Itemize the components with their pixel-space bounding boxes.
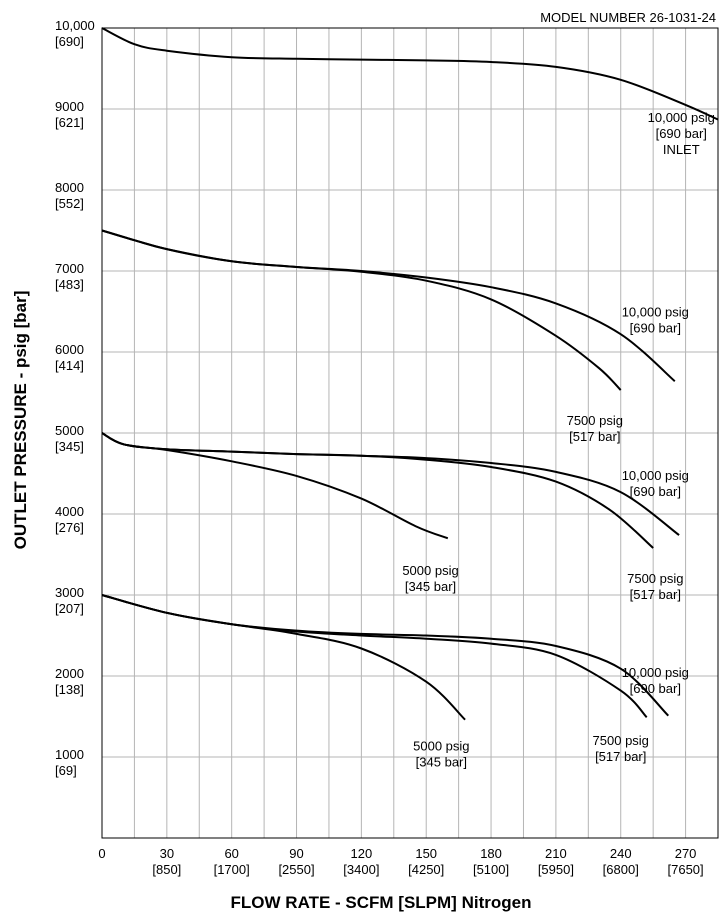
x-tick-sublabel: [7650]	[668, 862, 704, 877]
x-tick-label: 120	[351, 846, 373, 861]
y-tick-label: 8000	[55, 180, 84, 195]
annotation-line: 10,000 psig	[622, 665, 689, 680]
annotation-line: 5000 psig	[413, 739, 469, 754]
x-tick-sublabel: [6800]	[603, 862, 639, 877]
series-line-set-5000-inlet-7500	[101, 432, 654, 549]
annotation-inlet-10000-top: 10,000 psig[690 bar]INLET	[648, 110, 715, 157]
annotation-inlet-5000-b4: 5000 psig[345 bar]	[413, 739, 469, 770]
annotation-line: 7500 psig	[593, 733, 649, 748]
tick-labels: 0 30[850] 60[1700] 90[2550] 120[3400] 150[425…	[55, 18, 704, 877]
annotation-line: INLET	[663, 142, 700, 157]
annotation-inlet-7500-b4: 7500 psig[517 bar]	[593, 733, 649, 764]
annotation-inlet-10000-b3: 10,000 psig[690 bar]	[622, 468, 689, 499]
x-tick-label: 0	[98, 846, 105, 861]
annotation-line: [517 bar]	[595, 749, 646, 764]
series-line-set-7500-inlet-7500	[101, 229, 622, 391]
y-tick-label: 6000	[55, 342, 84, 357]
y-tick-label: 5000	[55, 423, 84, 438]
series-line-set-3000-inlet-5000	[101, 594, 466, 721]
series-line-set-3000-inlet-7500	[101, 594, 648, 718]
y-tick-sublabel: [138]	[55, 682, 84, 697]
annotation-line: [690 bar]	[630, 320, 681, 335]
annotation-inlet-5000-b3: 5000 psig[345 bar]	[402, 563, 458, 594]
annotation-line: 10,000 psig	[622, 304, 689, 319]
annotation-line: [345 bar]	[405, 579, 456, 594]
x-tick-label: 180	[480, 846, 502, 861]
annotation-inlet-10000-b4: 10,000 psig[690 bar]	[622, 665, 689, 696]
x-tick-label: 30	[160, 846, 174, 861]
series-lines	[101, 27, 719, 721]
annotation-line: 5000 psig	[402, 563, 458, 578]
annotation-line: [517 bar]	[630, 587, 681, 602]
x-tick-sublabel: [4250]	[408, 862, 444, 877]
x-tick-sublabel: [2550]	[278, 862, 314, 877]
y-tick-sublabel: [207]	[55, 601, 84, 616]
model-number-label: MODEL NUMBER 26-1031-24	[540, 10, 716, 25]
x-tick-sublabel: [5950]	[538, 862, 574, 877]
series-line-set-3000-inlet-10000	[101, 594, 670, 717]
y-tick-sublabel: [621]	[55, 115, 84, 130]
y-tick-label: 3000	[55, 585, 84, 600]
x-tick-label: 60	[224, 846, 238, 861]
y-tick-sublabel: [69]	[55, 763, 77, 778]
y-tick-sublabel: [345]	[55, 439, 84, 454]
x-tick-label: 90	[289, 846, 303, 861]
y-tick-label: 9000	[55, 99, 84, 114]
x-tick-label: 270	[675, 846, 697, 861]
annotation-line: [345 bar]	[416, 755, 467, 770]
x-tick-sublabel: [3400]	[343, 862, 379, 877]
plot-frame	[101, 27, 719, 839]
annotation-inlet-7500-b3: 7500 psig[517 bar]	[627, 571, 683, 602]
y-tick-label: 1000	[55, 747, 84, 762]
y-tick-sublabel: [483]	[55, 277, 84, 292]
annotation-line: [690 bar]	[630, 681, 681, 696]
y-tick-sublabel: [690]	[55, 34, 84, 49]
annotation-line: [690 bar]	[656, 126, 707, 141]
x-tick-label: 240	[610, 846, 632, 861]
y-tick-sublabel: [276]	[55, 520, 84, 535]
series-line-set-10000-inlet-10000	[101, 27, 719, 121]
y-tick-label: 7000	[55, 261, 84, 276]
y-axis-title: OUTLET PRESSURE - psig [bar]	[11, 291, 30, 550]
annotation-line: [517 bar]	[569, 429, 620, 444]
x-axis-title: FLOW RATE - SCFM [SLPM] Nitrogen	[231, 893, 532, 912]
annotation-inlet-7500-b2: 7500 psig[517 bar]	[567, 413, 623, 444]
y-tick-label: 10,000	[55, 18, 95, 33]
y-tick-sublabel: [414]	[55, 358, 84, 373]
gridlines	[102, 28, 718, 838]
x-tick-label: 150	[415, 846, 437, 861]
x-tick-sublabel: [1700]	[214, 862, 250, 877]
x-tick-sublabel: [850]	[152, 862, 181, 877]
x-tick-label: 210	[545, 846, 567, 861]
series-line-set-5000-inlet-5000	[101, 432, 449, 540]
x-tick-sublabel: [5100]	[473, 862, 509, 877]
annotation-line: 10,000 psig	[622, 468, 689, 483]
annotation-inlet-10000-b2: 10,000 psig[690 bar]	[622, 304, 689, 335]
y-tick-label: 2000	[55, 666, 84, 681]
y-tick-sublabel: [552]	[55, 196, 84, 211]
y-tick-label: 4000	[55, 504, 84, 519]
annotation-line: 7500 psig	[567, 413, 623, 428]
annotation-line: 10,000 psig	[648, 110, 715, 125]
annotation-line: 7500 psig	[627, 571, 683, 586]
series-line-set-5000-inlet-10000	[101, 432, 680, 536]
annotation-line: [690 bar]	[630, 484, 681, 499]
